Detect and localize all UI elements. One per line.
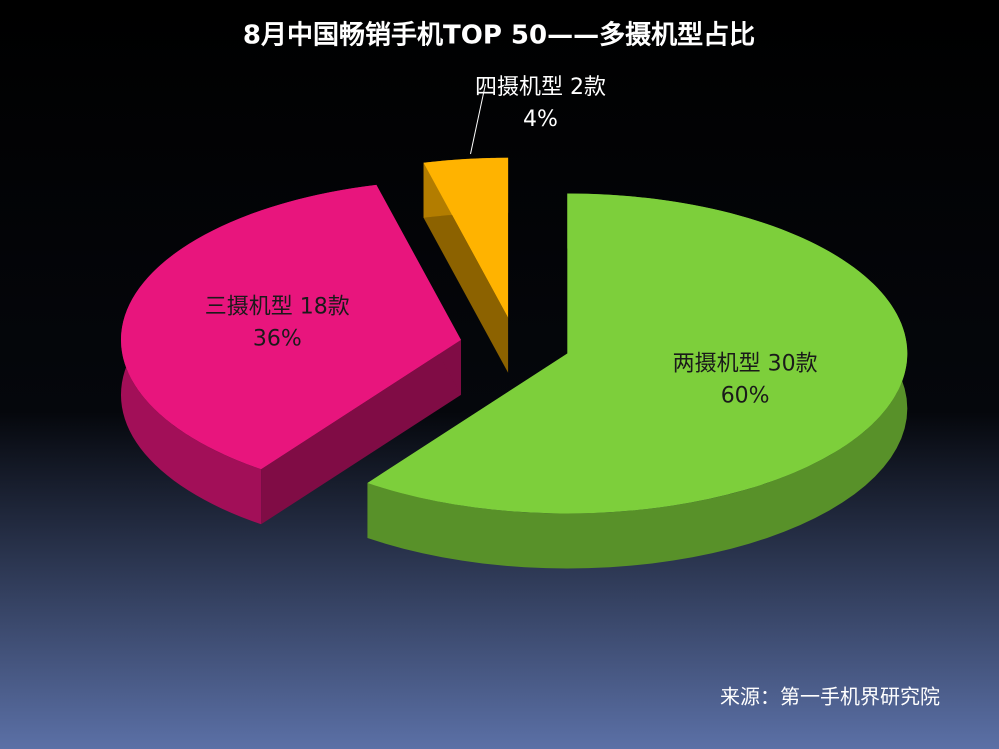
- slice: [367, 193, 908, 514]
- data-label-category: 四摄机型 2款: [475, 75, 606, 100]
- slice: [120, 184, 461, 470]
- slice: [423, 157, 509, 318]
- chart-title: 8月中国畅销手机TOP 50——多摄机型占比: [243, 21, 755, 51]
- leader-line: [470, 83, 486, 155]
- source-note: 来源：第一手机界研究院: [720, 685, 940, 709]
- data-label-category: 三摄机型 18款: [205, 294, 350, 319]
- data-label-value: 4%: [523, 107, 558, 132]
- data-label-category: 两摄机型 30款: [673, 352, 818, 377]
- slice-side: [367, 193, 908, 569]
- data-label-value: 60%: [721, 384, 770, 409]
- slice-wall: [261, 339, 461, 525]
- data-label-value: 36%: [253, 326, 302, 351]
